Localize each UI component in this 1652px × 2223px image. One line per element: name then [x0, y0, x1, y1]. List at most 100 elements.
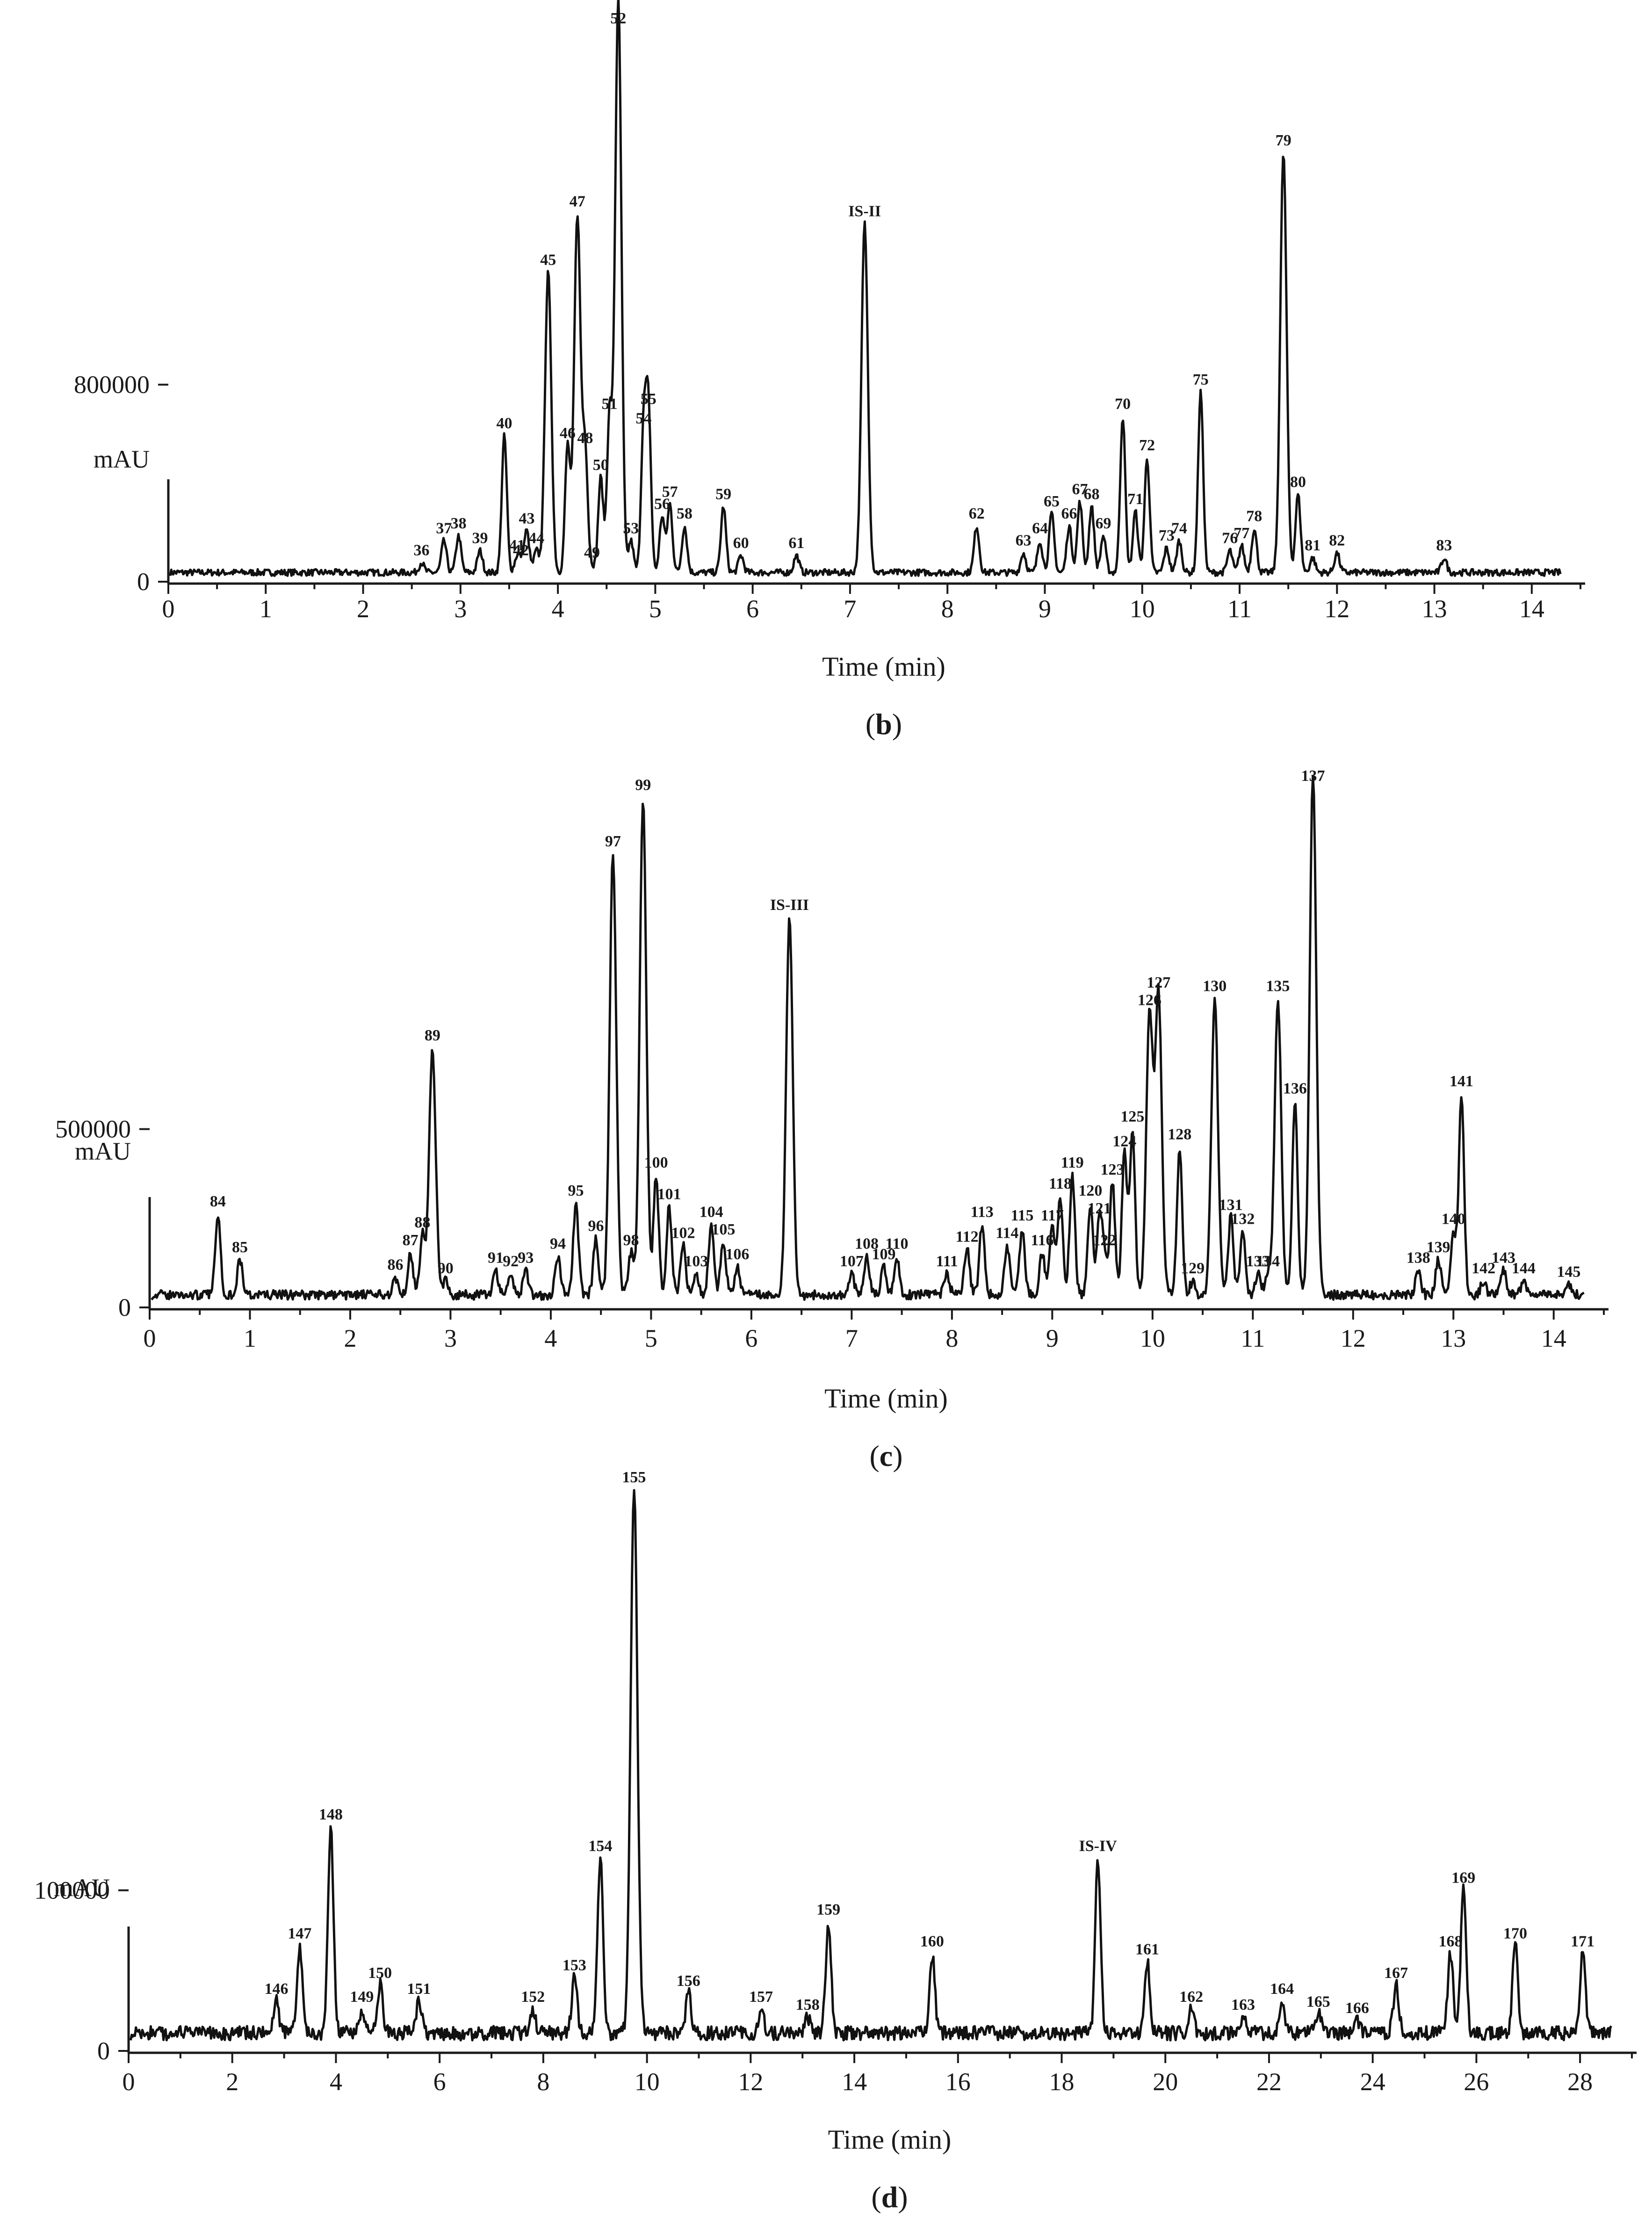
- peak-label: 47: [570, 193, 585, 210]
- x-axis-title: Time (min): [828, 2124, 952, 2155]
- peak-label: 59: [715, 485, 731, 503]
- peak-label: 109: [872, 1246, 896, 1263]
- peak-label: 157: [749, 1988, 773, 2006]
- peak-label: 36: [414, 541, 430, 559]
- x-tick-label: 3: [444, 1324, 457, 1352]
- x-tick-label: 7: [845, 1324, 858, 1352]
- x-tick-label: 4: [330, 2068, 342, 2096]
- x-tick-label: 1: [260, 595, 272, 623]
- peak-label: 156: [677, 1972, 700, 1990]
- x-axis-title: Time (min): [824, 1383, 948, 1414]
- peak-label: 92: [503, 1253, 519, 1270]
- peak-label: 52: [610, 10, 626, 27]
- peak-label: 73: [1159, 527, 1175, 544]
- x-tick-label: 13: [1422, 595, 1447, 623]
- x-tick-label: 0: [162, 595, 175, 623]
- x-tick-label: 10: [635, 2068, 660, 2096]
- peak-label: 42: [513, 541, 529, 559]
- x-tick-label: 3: [454, 595, 467, 623]
- y-tick-label: 800000: [74, 371, 150, 399]
- peak-label: 49: [584, 544, 600, 562]
- peak-label: 153: [563, 1956, 586, 1974]
- x-tick-label: 5: [649, 595, 662, 623]
- peak-label: 132: [1231, 1211, 1255, 1228]
- peak-label: 140: [1442, 1211, 1465, 1228]
- peak-label: 68: [1083, 485, 1099, 503]
- x-tick-label: 28: [1567, 2068, 1593, 2096]
- peak-label: 86: [387, 1256, 403, 1274]
- x-tick-label: 12: [738, 2068, 763, 2096]
- x-tick-label: 8: [945, 1324, 958, 1352]
- x-tick-label: 5: [645, 1324, 657, 1352]
- chart-panel-d: 0 2 4 6 8 10 12 14 16 18 20 22 24 26 280100000mAUTime …: [34, 1469, 1637, 2214]
- peak-label: IS-IV: [1079, 1838, 1117, 1855]
- peak-label: 41: [509, 537, 525, 554]
- y-tick-label: 0: [97, 2037, 110, 2065]
- peak-label: 127: [1147, 974, 1170, 991]
- peak-label: 61: [788, 534, 804, 552]
- peak-label: IS-III: [770, 896, 809, 914]
- peak-label: IS-II: [848, 202, 881, 220]
- peak-label: 46: [560, 425, 576, 442]
- peak-label: 101: [657, 1186, 681, 1203]
- peak-label: 39: [472, 529, 488, 547]
- peak-label: 108: [855, 1235, 879, 1252]
- peak-label: 100: [644, 1154, 668, 1171]
- peak-label: 93: [518, 1249, 534, 1267]
- peak-label: 67: [1072, 481, 1088, 498]
- peak-label: 102: [671, 1225, 695, 1242]
- peak-label: 95: [568, 1182, 584, 1199]
- peak-label: 148: [319, 1806, 343, 1823]
- peak-label: 110: [885, 1235, 908, 1252]
- peak-label: 63: [1016, 532, 1032, 549]
- peak-label: 145: [1557, 1263, 1580, 1281]
- peak-label: 164: [1270, 1980, 1294, 1998]
- peak-label: 70: [1115, 395, 1131, 412]
- peak-label: 85: [232, 1239, 248, 1256]
- peak-label: 44: [528, 529, 544, 547]
- peak-label: 104: [700, 1203, 723, 1220]
- peak-label: 98: [623, 1232, 639, 1249]
- panel-label: (b): [866, 707, 902, 741]
- peak-label: 53: [623, 520, 639, 537]
- peak-label: 141: [1450, 1073, 1473, 1090]
- peak-label: 146: [264, 1980, 288, 1998]
- peak-label: 45: [540, 252, 556, 269]
- peak-label: 51: [601, 395, 617, 412]
- peak-label: 83: [1436, 537, 1452, 554]
- x-tick-label: 0: [144, 1324, 156, 1352]
- peak-label: 114: [996, 1225, 1018, 1242]
- x-tick-label: 1: [244, 1324, 256, 1352]
- peak-label: 128: [1168, 1126, 1191, 1143]
- x-tick-label: 2: [344, 1324, 356, 1352]
- peak-label: 131: [1219, 1196, 1243, 1213]
- peak-label: 166: [1345, 1999, 1369, 2017]
- peak-label: 84: [210, 1193, 226, 1210]
- peak-label: 168: [1438, 1933, 1462, 1950]
- x-tick-label: 13: [1441, 1324, 1466, 1352]
- y-tick-label: 0: [137, 568, 150, 596]
- y-tick-label: 500000: [55, 1115, 131, 1143]
- peak-label: 163: [1231, 1996, 1255, 2014]
- panel-label: (c): [869, 1439, 902, 1472]
- peak-label: 57: [662, 483, 678, 500]
- peak-label: 56: [654, 495, 670, 512]
- peak-label: 76: [1222, 529, 1238, 547]
- peak-label: 71: [1127, 491, 1143, 508]
- x-tick-label: 10: [1140, 1324, 1165, 1352]
- peak-label: 60: [733, 534, 749, 552]
- peak-label: 37: [436, 520, 452, 537]
- x-tick-label: 24: [1360, 2068, 1385, 2096]
- x-tick-label: 9: [1046, 1324, 1059, 1352]
- peak-label: 125: [1120, 1108, 1144, 1126]
- peak-label: 142: [1472, 1260, 1495, 1277]
- peak-label: 116: [1031, 1232, 1053, 1249]
- peak-label: 158: [796, 1996, 820, 2014]
- peak-label: 40: [497, 415, 512, 432]
- x-tick-label: 8: [537, 2068, 549, 2096]
- peak-label: 151: [407, 1980, 431, 1998]
- peak-label: 106: [725, 1246, 749, 1263]
- peak-label: 74: [1171, 520, 1187, 537]
- peak-label: 143: [1492, 1249, 1515, 1267]
